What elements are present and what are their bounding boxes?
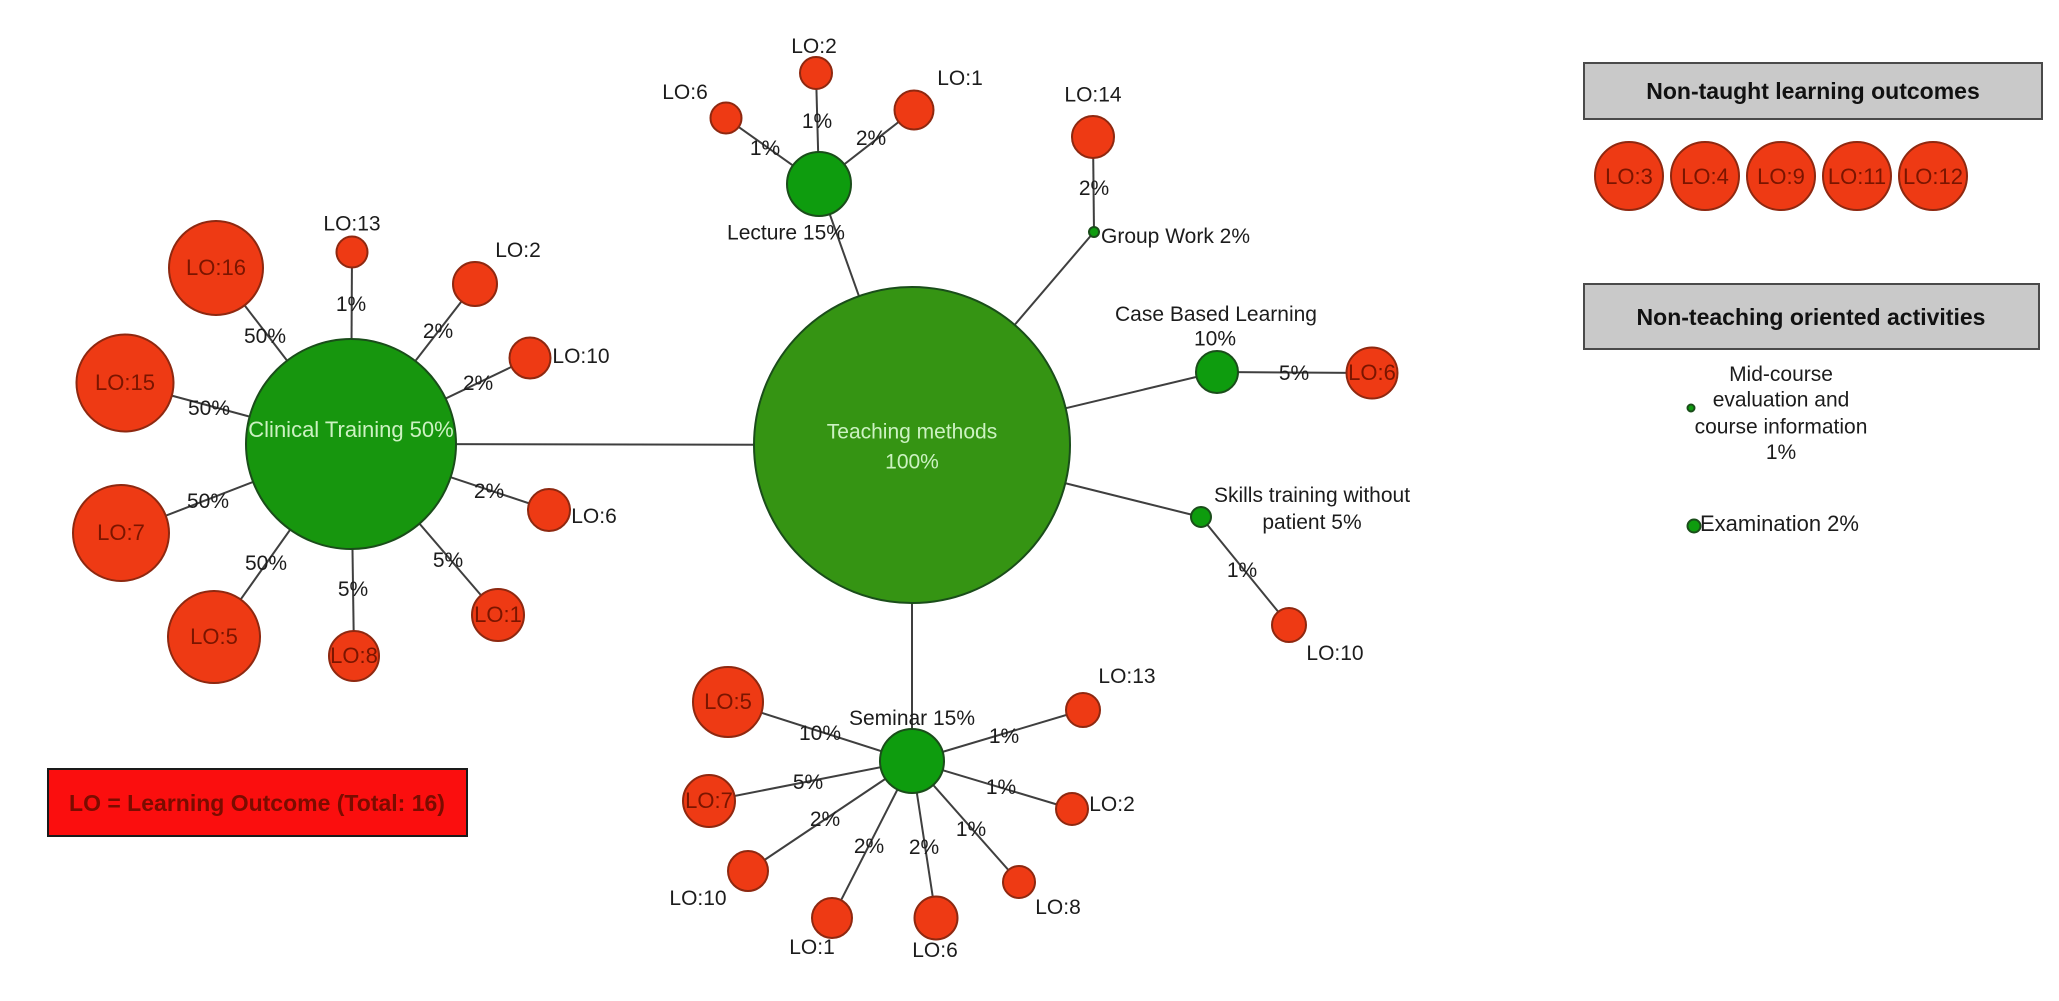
svg-text:Mid-course: Mid-course: [1729, 363, 1833, 386]
svg-text:LO:10: LO:10: [552, 345, 609, 368]
svg-text:1%: 1%: [989, 725, 1019, 748]
svg-text:2%: 2%: [854, 835, 884, 858]
svg-text:LO:6: LO:6: [1348, 360, 1396, 385]
svg-text:1%: 1%: [802, 110, 832, 133]
svg-text:LO:2: LO:2: [495, 239, 541, 262]
svg-text:2%: 2%: [474, 480, 504, 503]
svg-text:5%: 5%: [793, 771, 823, 794]
svg-text:LO:13: LO:13: [1098, 665, 1155, 688]
svg-text:LO:11: LO:11: [1828, 164, 1886, 189]
svg-text:1%: 1%: [336, 293, 366, 316]
svg-text:50%: 50%: [245, 552, 287, 575]
svg-text:LO:5: LO:5: [704, 689, 752, 714]
svg-text:LO:3: LO:3: [1605, 164, 1653, 189]
svg-text:10%: 10%: [799, 722, 841, 745]
svg-text:5%: 5%: [338, 578, 368, 601]
svg-text:LO:8: LO:8: [1035, 896, 1081, 919]
svg-text:LO:13: LO:13: [323, 213, 380, 236]
svg-text:LO:10: LO:10: [1306, 642, 1363, 665]
svg-text:Non-taught learning outcomes: Non-taught learning outcomes: [1646, 78, 1980, 104]
svg-text:LO:7: LO:7: [97, 520, 145, 545]
svg-text:LO:1: LO:1: [789, 936, 835, 959]
svg-text:LO:7: LO:7: [685, 788, 733, 813]
svg-text:Case Based Learning: Case Based Learning: [1115, 303, 1317, 326]
svg-text:Lecture 15%: Lecture 15%: [727, 222, 845, 245]
svg-text:50%: 50%: [188, 397, 230, 420]
svg-text:50%: 50%: [187, 490, 229, 513]
svg-text:LO:1: LO:1: [937, 67, 983, 90]
svg-text:1%: 1%: [750, 137, 780, 160]
svg-text:LO:6: LO:6: [571, 505, 617, 528]
svg-text:LO:16: LO:16: [186, 255, 246, 280]
svg-text:LO:15: LO:15: [95, 370, 155, 395]
svg-text:1%: 1%: [1766, 441, 1796, 464]
svg-text:1%: 1%: [956, 818, 986, 841]
svg-text:LO:6: LO:6: [912, 939, 958, 962]
svg-text:5%: 5%: [1279, 362, 1309, 385]
svg-text:LO:8: LO:8: [330, 643, 378, 668]
svg-text:1%: 1%: [986, 776, 1016, 799]
svg-text:Group Work 2%: Group Work 2%: [1101, 225, 1250, 248]
svg-text:Teaching methods: Teaching methods: [827, 421, 997, 444]
svg-text:course information: course information: [1695, 416, 1868, 439]
svg-text:Non-teaching oriented activiti: Non-teaching oriented activities: [1637, 304, 1986, 330]
svg-text:2%: 2%: [856, 127, 886, 150]
svg-text:LO:14: LO:14: [1064, 84, 1122, 107]
svg-text:LO:2: LO:2: [1089, 793, 1135, 816]
svg-text:LO:5: LO:5: [190, 624, 238, 649]
svg-text:2%: 2%: [1079, 177, 1109, 200]
svg-text:2%: 2%: [463, 372, 493, 395]
svg-text:LO:1: LO:1: [474, 602, 522, 627]
svg-text:5%: 5%: [433, 549, 463, 572]
svg-text:100%: 100%: [885, 451, 939, 474]
svg-text:50%: 50%: [244, 325, 286, 348]
svg-text:evaluation and: evaluation and: [1713, 389, 1850, 412]
svg-text:10%: 10%: [1194, 328, 1236, 351]
svg-text:Clinical Training 50%: Clinical Training 50%: [248, 417, 453, 442]
svg-text:LO:4: LO:4: [1681, 164, 1729, 189]
svg-text:LO = Learning Outcome (Total:: LO = Learning Outcome (Total: 16): [69, 790, 445, 816]
svg-text:patient 5%: patient 5%: [1262, 511, 1361, 534]
svg-text:2%: 2%: [423, 320, 453, 343]
svg-text:2%: 2%: [810, 808, 840, 831]
svg-text:1%: 1%: [1227, 559, 1257, 582]
svg-text:Examination 2%: Examination 2%: [1700, 511, 1859, 536]
svg-text:Seminar 15%: Seminar 15%: [849, 707, 975, 730]
svg-text:LO:6: LO:6: [662, 81, 708, 104]
svg-text:LO:2: LO:2: [791, 35, 837, 58]
svg-text:LO:9: LO:9: [1757, 164, 1805, 189]
svg-text:Skills training without: Skills training without: [1214, 484, 1410, 507]
svg-text:LO:12: LO:12: [1903, 164, 1963, 189]
svg-text:LO:10: LO:10: [669, 887, 726, 910]
svg-text:2%: 2%: [909, 836, 939, 859]
